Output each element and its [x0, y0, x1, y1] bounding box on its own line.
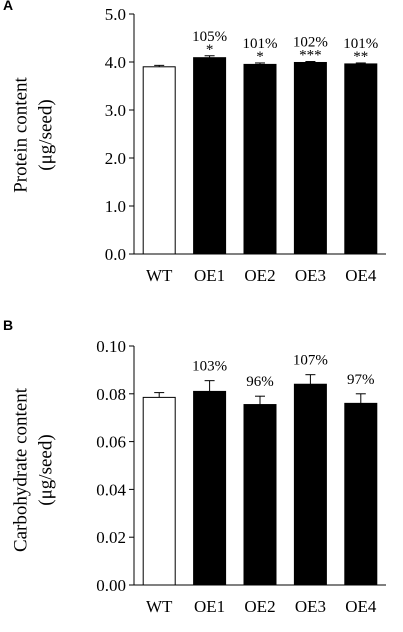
y-tick-label: 1.0 — [105, 197, 126, 216]
bar-oe2 — [243, 63, 277, 255]
y-tick-label: 0.06 — [96, 433, 126, 452]
y-tick-label: 0.02 — [96, 528, 126, 547]
bar-oe1 — [193, 390, 227, 586]
significance-label: * — [206, 42, 214, 58]
panel-letter: B — [3, 317, 13, 333]
percent-label: 105% — [192, 29, 227, 45]
bar-wt — [142, 396, 176, 586]
x-tick-label: WT — [146, 266, 173, 285]
chart-panel-b: B 0.00 0.02 0.04 0.06 0.08 0.10 Carbohydrate co… — [3, 317, 386, 616]
bar-oe3 — [293, 383, 327, 586]
x-tick-label: OE4 — [345, 266, 377, 285]
significance-label: *** — [299, 48, 322, 64]
percent-label: 96% — [246, 374, 274, 390]
bar-oe1 — [193, 57, 227, 255]
significance-label: ** — [353, 49, 368, 65]
panel-letter: A — [3, 0, 13, 13]
bar-wt — [142, 66, 176, 255]
bar-oe3 — [293, 61, 327, 255]
x-tick-label: OE2 — [244, 597, 275, 616]
x-tick-label: OE3 — [295, 597, 326, 616]
y-tick-label: 5.0 — [105, 5, 126, 24]
y-tick-label: 2.0 — [105, 149, 126, 168]
x-tick-label: OE4 — [345, 597, 377, 616]
x-tick-label: OE1 — [194, 266, 225, 285]
y-axis-title: Protein content — [10, 77, 31, 193]
percent-label: 97% — [347, 372, 375, 388]
percent-label: 103% — [192, 359, 227, 375]
x-tick-label: OE3 — [295, 266, 326, 285]
x-tick-label: OE2 — [244, 266, 275, 285]
y-tick-label: 0.08 — [96, 385, 126, 404]
y-tick-label: 3.0 — [105, 101, 126, 120]
y-axis-unit: (μg/seed) — [35, 99, 56, 170]
y-axis-unit: (μg/seed) — [35, 434, 56, 505]
x-tick-label: OE1 — [194, 597, 225, 616]
bar-oe4 — [344, 63, 378, 255]
y-tick-label: 4.0 — [105, 53, 126, 72]
y-tick-label: 0.0 — [105, 245, 126, 264]
percent-label: 107% — [293, 353, 328, 369]
percent-label: 102% — [293, 35, 328, 51]
y-tick-label: 0.10 — [96, 337, 126, 356]
percent-label: 101% — [343, 36, 378, 52]
y-tick-label: 0.04 — [96, 480, 126, 499]
y-axis-title: Carbohydrate content — [10, 387, 31, 552]
x-tick-label: WT — [146, 597, 173, 616]
bar-oe2 — [243, 404, 277, 586]
bar-oe4 — [344, 402, 378, 586]
significance-label: * — [256, 49, 264, 65]
percent-label: 101% — [243, 36, 278, 52]
chart-panel-a: A 0.0 1.0 2.0 3.0 4.0 5.0 Protein content (μg/se… — [3, 0, 386, 285]
y-tick-label: 0.00 — [96, 576, 126, 595]
